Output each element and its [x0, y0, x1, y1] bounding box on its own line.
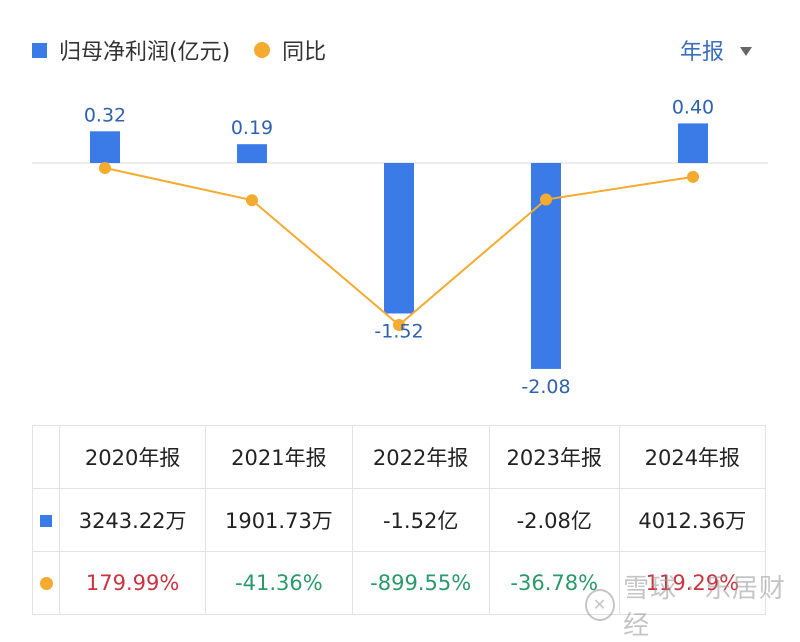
watermark-text: 雪球 · 乐居财经: [623, 574, 786, 641]
yoy-point: [687, 170, 699, 183]
yoy-cell: 119.29%: [618, 551, 767, 615]
yoy-point: [540, 193, 552, 206]
combo-chart: 0.32 0.19 -1.52 -2.08 0.40: [32, 96, 768, 398]
line-legend-swatch: [254, 42, 271, 58]
watermark: ✕ 雪球 · 乐居财经: [585, 568, 800, 642]
profit-cell: -1.52亿: [351, 488, 490, 552]
header-cell: 2021年报: [205, 425, 353, 489]
yoy-cell: -41.36%: [205, 551, 353, 615]
header-cell: 2023年报: [488, 425, 620, 489]
yoy-point: [99, 162, 111, 174]
bar: [384, 163, 414, 314]
profit-cell: 3243.22万: [58, 488, 207, 552]
header-cell: 2024年报: [618, 425, 767, 489]
chart-legend: 归母净利润(亿元) 同比: [32, 34, 326, 66]
table-row-profit: 3243.22万 1901.73万 -1.52亿 -2.08亿 4012.36万: [32, 488, 767, 552]
bar-value-label: 0.40: [672, 96, 714, 118]
bar-value-label: -1.52: [374, 320, 423, 342]
line-legend-label: 同比: [282, 40, 327, 65]
data-table: 2020年报 2021年报 2022年报 2023年报 2024年报 3243.…: [32, 425, 767, 615]
bar-legend-swatch: [32, 42, 47, 58]
xueqiu-logo-icon: ✕: [585, 589, 616, 621]
bar-series-icon: [40, 515, 52, 527]
bar-value-label: -2.08: [521, 376, 570, 398]
period-selector-label: 年报: [680, 40, 725, 65]
yoy-cell: -899.55%: [351, 551, 490, 615]
period-selector[interactable]: 年报: [680, 34, 753, 66]
yoy-cell: 179.99%: [58, 551, 207, 615]
bar-value-label: 0.19: [231, 117, 273, 139]
bar: [237, 144, 267, 163]
header-cell: 2020年报: [58, 425, 207, 489]
header-cell: 2022年报: [351, 425, 490, 489]
dropdown-arrow-icon: [740, 47, 753, 56]
line-series-icon: [39, 577, 53, 590]
bar: [678, 123, 708, 163]
bar: [90, 131, 120, 163]
table-header-row: 2020年报 2021年报 2022年报 2023年报 2024年报: [32, 425, 767, 489]
yoy-point: [246, 194, 258, 207]
bar-value-label: 0.32: [84, 104, 126, 126]
profit-cell: 4012.36万: [618, 488, 767, 552]
bar-legend-label: 归母净利润(亿元): [59, 40, 231, 65]
profit-cell: -2.08亿: [488, 488, 620, 552]
profit-cell: 1901.73万: [205, 488, 353, 552]
yoy-point: [393, 319, 405, 331]
